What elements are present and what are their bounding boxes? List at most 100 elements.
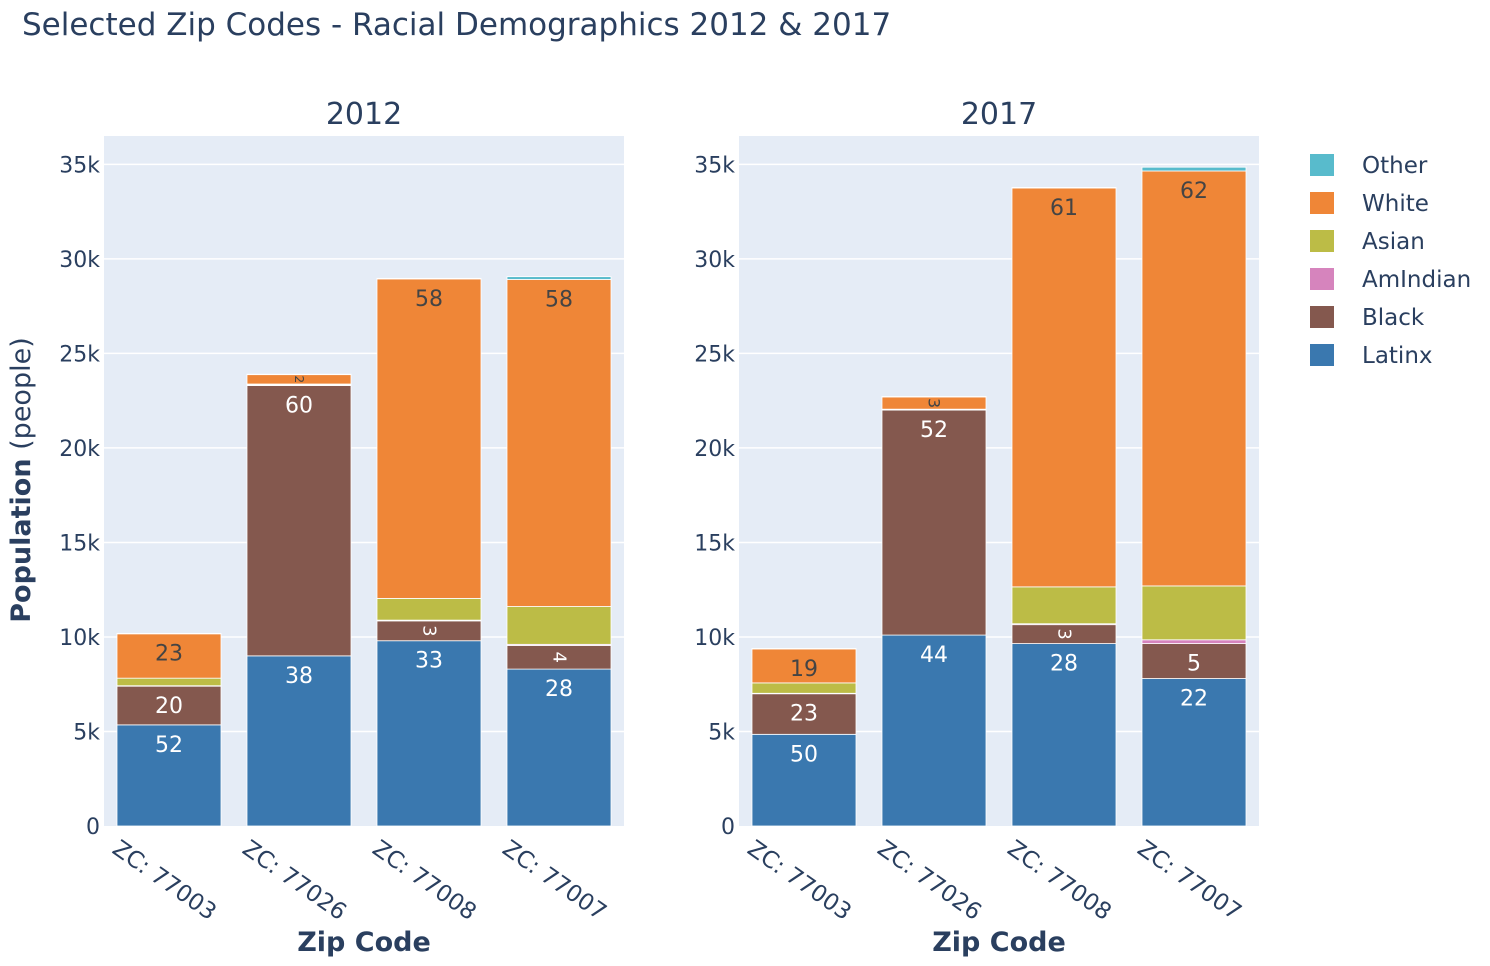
legend-item-asian[interactable]: Asian: [1310, 229, 1425, 255]
y-tick-label: 30k: [59, 248, 100, 273]
bar-value-label: 28: [1050, 652, 1078, 677]
bar-segment-black[interactable]: [116, 685, 222, 726]
subplot-title: 2017: [961, 97, 1037, 132]
bar-value-label: 28: [545, 677, 573, 702]
bar-segment-other[interactable]: [1011, 187, 1117, 189]
legend[interactable]: Other White Asian AmIndian Black Latinx: [1310, 153, 1471, 369]
legend-swatch: [1310, 268, 1334, 290]
x-tick-label: ZC: 77026: [873, 836, 986, 926]
x-tick-label: ZC: 77003: [743, 836, 856, 926]
bar-segment-white[interactable]: [1011, 187, 1117, 588]
bar-segment-asian[interactable]: [1011, 586, 1117, 625]
bar-segment-asian[interactable]: [116, 677, 222, 687]
legend-label: Latinx: [1362, 343, 1433, 369]
x-tick-label: ZC: 77008: [1003, 836, 1116, 926]
legend-label: AmIndian: [1362, 267, 1471, 293]
bar-segment-other[interactable]: [881, 396, 987, 398]
bar-value-label: 50: [790, 742, 818, 767]
bar-segment-latinx[interactable]: [751, 733, 857, 827]
legend-swatch: [1310, 306, 1334, 328]
bar-value-label: 62: [1180, 179, 1208, 204]
chart-title: Selected Zip Codes - Racial Demographics…: [22, 7, 891, 43]
bar-value-label: 3: [925, 398, 944, 408]
x-axis-label: Zip Code: [297, 927, 431, 958]
bar-segment-asian[interactable]: [751, 682, 857, 694]
legend-swatch: [1310, 230, 1334, 252]
bar-value-label: 2: [292, 375, 306, 383]
bar-segment-white[interactable]: [116, 633, 222, 679]
bar-value-label: 58: [545, 287, 573, 312]
bar-segment-asian[interactable]: [1141, 585, 1247, 641]
x-axis-label: Zip Code: [932, 927, 1066, 958]
y-tick-label: 0: [721, 815, 735, 840]
y-tick-label: 35k: [694, 153, 735, 178]
bar-segment-asian[interactable]: [506, 606, 612, 645]
subplot-2017: 0 5k 10k 15k 20k 25k 30k 35k 2017 50 23 19 ZC: 77003…: [694, 97, 1259, 958]
x-tick-label: ZC: 77007: [1133, 836, 1246, 926]
x-tick-label: ZC: 77007: [498, 836, 611, 926]
y-tick-label: 15k: [59, 531, 100, 556]
x-tick-label: ZC: 77003: [108, 836, 221, 926]
bar-value-label: 44: [920, 643, 948, 668]
bar-value-label: 5: [1187, 652, 1201, 677]
bar-segment-black[interactable]: [246, 385, 352, 657]
bar-value-label: 38: [285, 664, 313, 689]
legend-swatch: [1310, 344, 1334, 366]
bar-segment-latinx[interactable]: [881, 634, 987, 827]
bar-value-label: 19: [790, 657, 818, 682]
subplot-title: 2012: [326, 97, 402, 132]
legend-item-other[interactable]: Other: [1310, 153, 1428, 179]
legend-label: Other: [1362, 153, 1428, 179]
bar-segment-other[interactable]: [376, 277, 482, 280]
y-axis-label-bold: Population: [6, 458, 37, 622]
legend-item-white[interactable]: White: [1310, 191, 1429, 217]
bar-segment-latinx[interactable]: [246, 655, 352, 827]
y-tick-label: 5k: [73, 720, 100, 745]
y-tick-label: 25k: [694, 342, 735, 367]
bar-value-label: 60: [285, 394, 313, 419]
bar-segment-amindian[interactable]: [1141, 639, 1247, 644]
bar-segment-latinx[interactable]: [1011, 643, 1117, 827]
bar-value-label: 20: [155, 694, 183, 719]
bar-value-label: 3: [1054, 628, 1075, 639]
bar-segment-asian[interactable]: [376, 597, 482, 621]
legend-label: White: [1362, 191, 1429, 217]
bar-value-label: 3: [419, 625, 440, 636]
y-tick-label: 30k: [694, 248, 735, 273]
legend-item-black[interactable]: Black: [1310, 305, 1425, 331]
y-tick-label: 35k: [59, 153, 100, 178]
y-tick-label: 10k: [59, 626, 100, 651]
x-tick-label: ZC: 77008: [368, 836, 481, 926]
legend-swatch: [1310, 154, 1334, 176]
bar-value-label: 52: [155, 733, 183, 758]
bar-value-label: 23: [155, 642, 183, 667]
legend-item-amindian[interactable]: AmIndian: [1310, 267, 1471, 293]
x-tick-label: ZC: 77026: [238, 836, 351, 926]
bar-segment-black[interactable]: [881, 409, 987, 636]
bar-segment-other[interactable]: [506, 276, 612, 280]
y-tick-label: 20k: [59, 437, 100, 462]
y-tick-label: 20k: [694, 437, 735, 462]
bar-segment-latinx[interactable]: [1141, 678, 1247, 827]
y-axis-label-unit: (people): [6, 337, 37, 458]
bar-value-label: 4: [549, 652, 570, 663]
bar-segment-other[interactable]: [116, 632, 222, 635]
bar-value-label: 61: [1050, 196, 1078, 221]
bar-segment-white[interactable]: [376, 278, 482, 599]
bar-value-label: 22: [1180, 687, 1208, 712]
y-tick-label: 25k: [59, 342, 100, 367]
bar-segment-white[interactable]: [506, 279, 612, 607]
bar-segment-other[interactable]: [246, 373, 352, 376]
y-tick-label: 15k: [694, 531, 735, 556]
legend-item-latinx[interactable]: Latinx: [1310, 343, 1433, 369]
bar-segment-other[interactable]: [751, 648, 857, 650]
legend-swatch: [1310, 192, 1334, 214]
bar-segment-other[interactable]: [1141, 166, 1247, 172]
legend-label: Asian: [1362, 229, 1425, 255]
bar-segment-white[interactable]: [751, 648, 857, 684]
bar-value-label: 23: [790, 702, 818, 727]
bar-segment-white[interactable]: [1141, 170, 1247, 587]
bar-value-label: 33: [415, 649, 443, 674]
